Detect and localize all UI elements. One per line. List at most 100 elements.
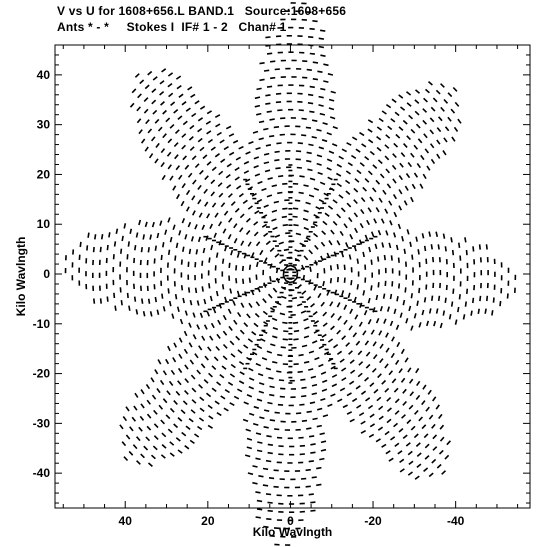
- uv-point: [128, 305, 131, 311]
- uv-point: [182, 400, 188, 406]
- uv-point: [319, 457, 325, 461]
- y-tick-label: 30: [37, 118, 51, 132]
- uv-point: [391, 336, 395, 342]
- uv-point: [375, 317, 380, 324]
- uv-point: [180, 259, 183, 265]
- uv-point: [160, 419, 165, 425]
- uv-point: [198, 417, 205, 422]
- uv-point: [248, 141, 254, 145]
- uv-point: [318, 345, 325, 350]
- uv-point: [139, 79, 145, 85]
- uv-point: [383, 254, 386, 261]
- uv-point: [178, 174, 183, 180]
- uv-point: [407, 162, 413, 168]
- uv-point: [317, 70, 323, 73]
- uv-point: [308, 368, 314, 371]
- uv-point: [353, 187, 359, 193]
- uv-point: [238, 361, 245, 366]
- uv-point: [306, 427, 312, 430]
- uv-point: [422, 384, 427, 390]
- uv-point: [390, 436, 396, 441]
- uv-point: [378, 415, 384, 421]
- uv-point: [382, 293, 386, 299]
- uv-point: [172, 357, 177, 363]
- uv-point: [207, 404, 213, 410]
- uv-point: [128, 450, 134, 456]
- uv-point: [298, 191, 304, 195]
- uv-point: [205, 235, 209, 241]
- uv-point: [263, 127, 269, 131]
- uv-point: [360, 429, 366, 434]
- uv-point: [162, 370, 167, 376]
- uv-point: [433, 320, 437, 327]
- uv-point: [453, 126, 459, 132]
- uv-point: [184, 234, 188, 240]
- uv-point: [372, 354, 378, 360]
- uv-point: [113, 241, 117, 247]
- uv-point: [398, 427, 404, 433]
- uv-point: [172, 224, 176, 230]
- uv-point: [169, 407, 175, 413]
- uv-point: [339, 387, 346, 392]
- uv-point: [432, 434, 438, 440]
- uv-point: [297, 370, 303, 373]
- uv-point: [233, 395, 240, 400]
- uv-point: [350, 369, 356, 375]
- uv-point: [306, 410, 312, 413]
- uv-point: [267, 293, 273, 299]
- uv-point: [265, 94, 271, 97]
- uv-point: [144, 84, 150, 90]
- uv-point: [254, 173, 261, 177]
- uv-point: [379, 358, 384, 364]
- uv-point: [386, 183, 392, 189]
- uv-point: [377, 230, 382, 236]
- uv-point: [197, 425, 203, 431]
- uv-point: [424, 455, 430, 460]
- uv-point: [237, 388, 243, 393]
- uv-point: [486, 295, 489, 302]
- uv-point: [359, 162, 365, 167]
- uv-point: [206, 130, 212, 135]
- uv-point: [377, 282, 380, 288]
- uv-point: [327, 338, 334, 343]
- uv-point: [248, 386, 255, 390]
- uv-point: [274, 150, 280, 153]
- uv-point: [248, 264, 252, 271]
- uv-point: [450, 301, 454, 307]
- uv-point: [303, 335, 310, 339]
- uv-point: [234, 166, 240, 171]
- uv-point: [206, 161, 212, 166]
- uv-point: [317, 292, 322, 299]
- uv-point: [336, 263, 339, 270]
- uv-point: [293, 338, 299, 341]
- uv-point: [414, 409, 419, 415]
- uv-point: [197, 199, 202, 205]
- uv-point: [204, 355, 209, 361]
- uv-point: [282, 224, 288, 227]
- uv-point: [136, 118, 142, 124]
- uv-point: [120, 299, 123, 306]
- y-tick-label: 10: [37, 217, 51, 231]
- uv-point: [92, 246, 95, 253]
- uv-point: [292, 207, 299, 210]
- uv-point: [220, 202, 226, 208]
- uv-point: [151, 99, 157, 105]
- uv-point: [93, 298, 96, 304]
- uv-point: [159, 90, 165, 96]
- uv-point: [423, 245, 427, 252]
- uv-point: [181, 133, 187, 138]
- uv-point: [430, 106, 436, 112]
- uv-point: [262, 310, 268, 316]
- x-tick-label: -20: [364, 514, 382, 528]
- uv-point: [247, 205, 253, 210]
- uv-point: [397, 450, 403, 455]
- uv-point: [309, 266, 312, 272]
- uv-point: [376, 135, 382, 141]
- uv-point: [451, 249, 455, 256]
- uv-point: [182, 246, 185, 252]
- uv-point: [213, 232, 217, 239]
- uv-point: [256, 499, 263, 503]
- uv-point: [353, 212, 359, 218]
- uv-point: [367, 128, 373, 133]
- uv-point: [328, 150, 335, 154]
